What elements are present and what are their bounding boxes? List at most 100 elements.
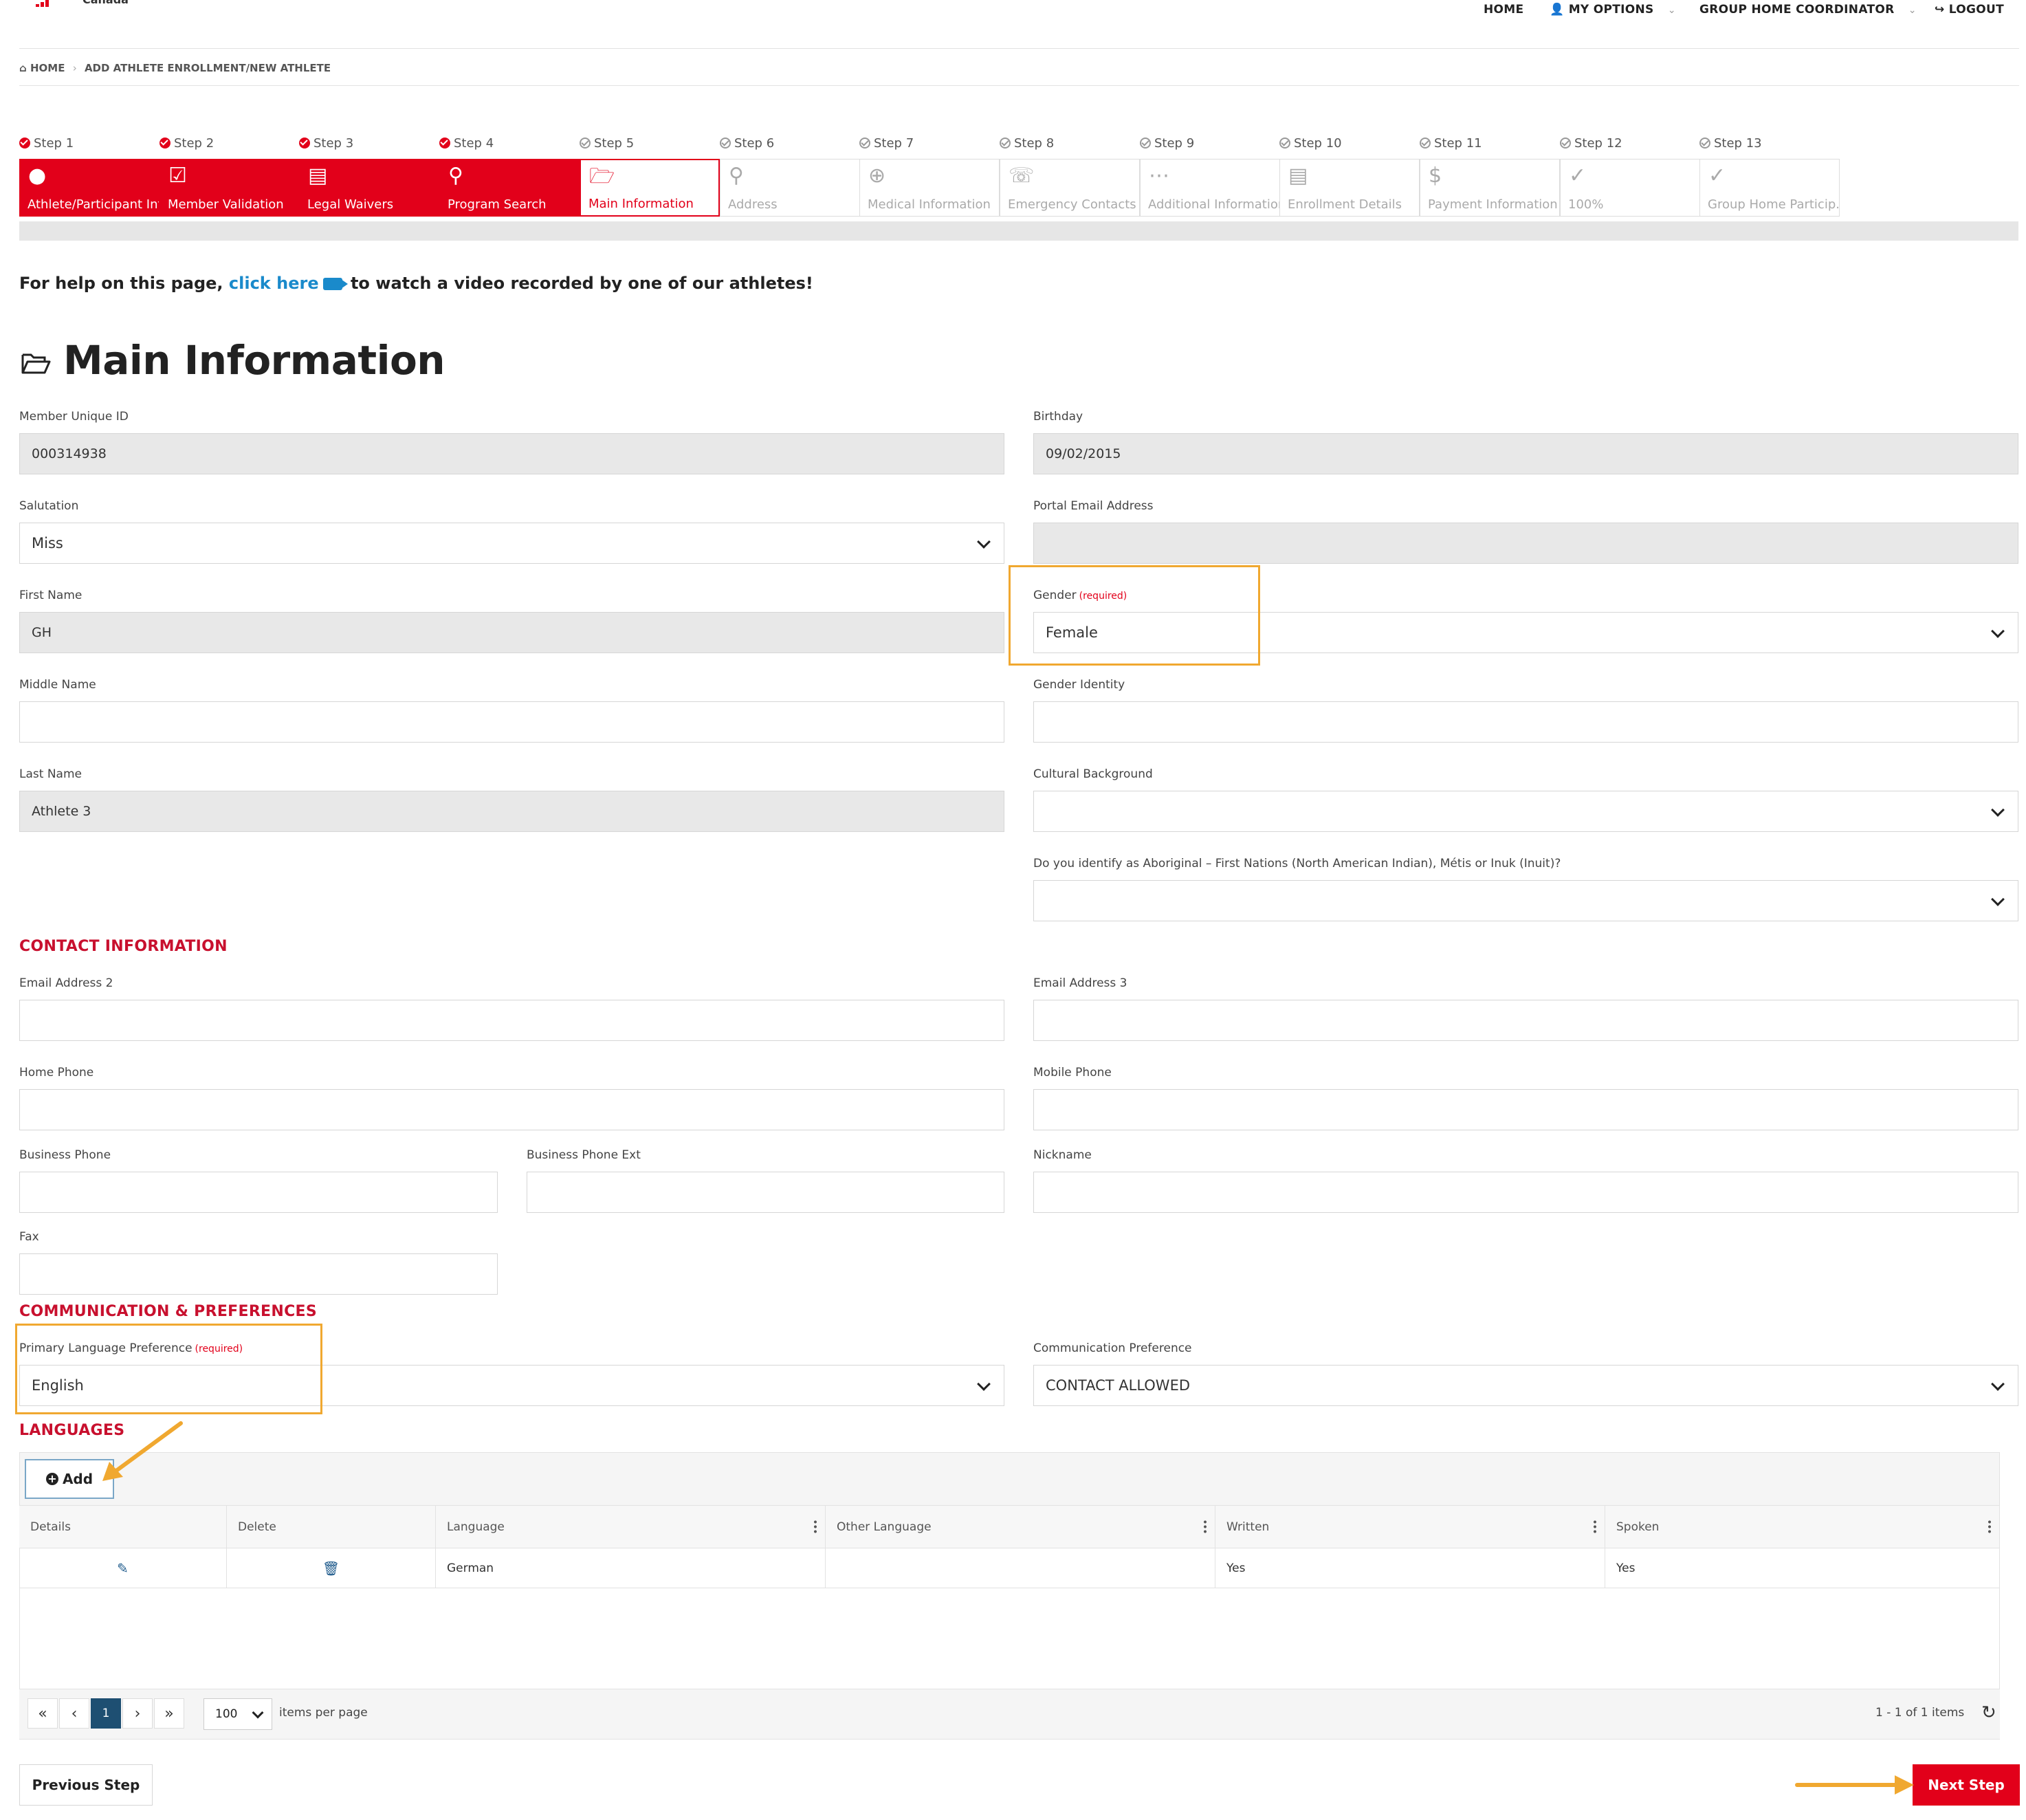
primary-language-required: (required) (195, 1344, 243, 1355)
step-heading-text: Step 3 (313, 136, 354, 151)
contact-section-title: CONTACT INFORMATION (19, 938, 228, 955)
step-tab-label: Member Validation (168, 197, 284, 212)
step-4-tab[interactable]: ⚲ Program Search (439, 159, 580, 217)
column-menu-icon[interactable] (814, 1520, 817, 1533)
next-page-icon[interactable]: › (122, 1698, 153, 1729)
next-step-button[interactable]: Next Step (1913, 1764, 2020, 1806)
step-13-tab[interactable]: ✓ Group Home Particip... (1699, 159, 1840, 217)
column-header-written-label: Written (1226, 1520, 1270, 1534)
refresh-icon[interactable]: ↻ (1981, 1702, 1996, 1723)
member-id-label: Member Unique ID (19, 410, 129, 424)
table-cell-details: ✎ (19, 1548, 227, 1588)
page-size-select[interactable]: 100 (203, 1698, 272, 1730)
table-cell-other-language (826, 1548, 1215, 1588)
nav-my-options[interactable]: 👤 MY OPTIONS ⌄ (1550, 3, 1676, 17)
breadcrumb-home[interactable]: HOME (30, 62, 65, 74)
step-7-tab[interactable]: ⊕ Medical Information (859, 159, 1000, 217)
step-heading-text: Step 5 (594, 136, 635, 151)
breadcrumb-current: ADD ATHLETE ENROLLMENT/NEW ATHLETE (84, 62, 331, 74)
breadcrumb: ⌂ HOME › ADD ATHLETE ENROLLMENT/NEW ATHL… (19, 62, 331, 74)
step-heading-text: Step 2 (174, 136, 214, 151)
table-cell-language: German (436, 1548, 826, 1588)
comm-section-title: COMMUNICATION & PREFERENCES (19, 1303, 318, 1320)
cultural-background-select[interactable] (1033, 791, 2018, 832)
aboriginal-select[interactable] (1033, 880, 2018, 921)
step-12-tab[interactable]: ✓ 100% (1560, 159, 1700, 217)
column-header-details[interactable]: Details (19, 1506, 227, 1548)
step-5-tab[interactable]: 🗁 Main Information (580, 159, 720, 217)
column-header-spoken-label: Spoken (1616, 1520, 1660, 1534)
step-4-heading: Step 4 (439, 136, 494, 151)
business-phone-field[interactable] (19, 1172, 498, 1213)
prev-page-icon[interactable]: ‹ (59, 1698, 89, 1729)
last-name-field[interactable]: Athlete 3 (19, 791, 1004, 832)
step-1-tab[interactable]: ● Athlete/Participant Info (19, 159, 159, 217)
comm-pref-select[interactable]: CONTACT ALLOWED (1033, 1365, 2018, 1406)
first-name-label: First Name (19, 589, 82, 602)
birthday-field[interactable]: 09/02/2015 (1033, 433, 2018, 474)
step-2-tab[interactable]: ☑ Member Validation (159, 159, 300, 217)
step-6-heading: Step 6 (720, 136, 774, 151)
folder-open-icon (21, 353, 51, 374)
step-tab-label: Program Search (448, 197, 547, 212)
last-page-icon[interactable]: » (154, 1698, 184, 1729)
map-pin-icon: ⚲ (729, 164, 744, 188)
check-circle-icon (19, 138, 30, 149)
trash-icon[interactable]: 🗑 (322, 1559, 340, 1577)
check-circle-icon (159, 138, 170, 149)
step-9-tab[interactable]: ⋯ Additional Information (1140, 159, 1280, 217)
member-id-field[interactable]: 000314938 (19, 433, 1004, 474)
column-header-language[interactable]: Language (436, 1506, 826, 1548)
step-10-heading: Step 10 (1279, 136, 1342, 151)
email2-label: Email Address 2 (19, 976, 113, 990)
chevron-down-icon: ⌄ (1667, 5, 1676, 16)
column-header-other-language[interactable]: Other Language (826, 1506, 1215, 1548)
nickname-field[interactable] (1033, 1172, 2018, 1213)
step-11-tab[interactable]: $ Payment Information (1420, 159, 1560, 217)
column-header-spoken[interactable]: Spoken (1605, 1506, 2000, 1548)
gender-select[interactable]: Female (1033, 612, 2018, 653)
first-page-icon[interactable]: « (27, 1698, 58, 1729)
nav-home[interactable]: HOME (1484, 3, 1524, 17)
column-menu-icon[interactable] (1988, 1520, 1991, 1533)
nickname-label: Nickname (1033, 1148, 1092, 1162)
step-3-tab[interactable]: ▤ Legal Waivers (299, 159, 439, 217)
fax-field[interactable] (19, 1253, 498, 1295)
step-9-heading: Step 9 (1140, 136, 1194, 151)
user-icon: 👤 (1550, 3, 1565, 17)
step-10-tab[interactable]: ▤ Enrollment Details (1279, 159, 1420, 217)
edit-icon[interactable]: ✎ (117, 1559, 129, 1577)
page-title: Main Information (63, 337, 445, 384)
primary-language-select[interactable]: English (19, 1365, 1004, 1406)
nav-logout[interactable]: ↪ LOGOUT (1935, 3, 2004, 17)
home-phone-field[interactable] (19, 1089, 1004, 1130)
first-name-field[interactable]: GH (19, 612, 1004, 653)
portal-email-field[interactable] (1033, 523, 2018, 564)
column-header-written[interactable]: Written (1215, 1506, 1605, 1548)
step-8-tab[interactable]: ☏ Emergency Contacts (1000, 159, 1140, 217)
gender-identity-field[interactable] (1033, 701, 2018, 743)
step-tab-label: Address (728, 197, 778, 212)
step-6-tab[interactable]: ⚲ Address (720, 159, 860, 217)
business-ext-field[interactable] (527, 1172, 1004, 1213)
video-camera-icon[interactable] (322, 278, 348, 290)
page-number-button[interactable]: 1 (91, 1698, 121, 1729)
salutation-select[interactable]: Miss (19, 523, 1004, 564)
column-header-delete[interactable]: Delete (227, 1506, 436, 1548)
previous-step-button[interactable]: Previous Step (19, 1764, 153, 1806)
column-menu-icon[interactable] (1204, 1520, 1207, 1533)
middle-name-field[interactable] (19, 701, 1004, 743)
nav-role[interactable]: GROUP HOME COORDINATOR ⌄ (1699, 3, 1917, 17)
check-circle-icon (1560, 138, 1571, 149)
mobile-phone-field[interactable] (1033, 1089, 2018, 1130)
add-language-button[interactable]: + Add (25, 1459, 114, 1499)
step-tab-label: Emergency Contacts (1008, 197, 1136, 212)
more-icon: ⋯ (1149, 164, 1169, 188)
email2-field[interactable] (19, 1000, 1004, 1041)
grid-pager (19, 1689, 2000, 1740)
email3-field[interactable] (1033, 1000, 2018, 1041)
step-5-heading: Step 5 (580, 136, 634, 151)
column-menu-icon[interactable] (1594, 1520, 1596, 1533)
nav-my-options-label: MY OPTIONS (1568, 3, 1654, 17)
help-link[interactable]: click here (228, 274, 319, 293)
